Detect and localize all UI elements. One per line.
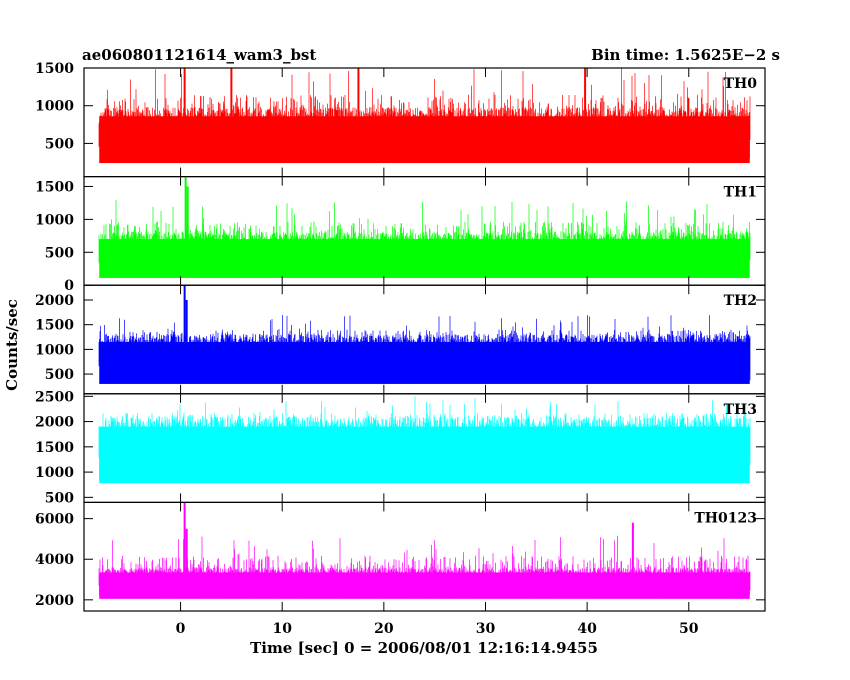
panel-th0: 500 1000 1500 TH0 xyxy=(35,61,766,178)
panels-group: 500 1000 1500 TH0 0 500 1000 1500 TH1 500 1000 1500… xyxy=(35,61,766,612)
x-tick-label: 30 xyxy=(476,621,496,637)
x-tick-label: 0 xyxy=(176,621,186,637)
y-tick-label: 1000 xyxy=(35,342,74,358)
panel-th3: 500 1000 1500 2000 2500 TH3 xyxy=(35,389,766,506)
x-tick-label: 10 xyxy=(272,621,292,637)
title-right: Bin time: 1.5625E−2 s xyxy=(591,46,780,64)
title-left: ae060801121614_wam3_bst xyxy=(82,46,316,64)
panel-label-th2: TH2 xyxy=(724,293,757,309)
y-tick-label: 1500 xyxy=(35,318,74,334)
panel-th1: 0 500 1000 1500 TH1 xyxy=(35,176,766,294)
y-tick-label: 1500 xyxy=(35,179,74,195)
series-band-th1 xyxy=(99,239,750,278)
y-tick-label: 2000 xyxy=(35,593,74,609)
panel-frame xyxy=(83,501,766,612)
y-tick-label: 1000 xyxy=(35,212,74,228)
y-tick-label: 1500 xyxy=(35,61,74,77)
panel-th2: 500 1000 1500 2000 TH2 xyxy=(35,284,766,395)
series-band-th3 xyxy=(99,426,750,484)
y-tick-label: 2000 xyxy=(35,293,74,309)
y-tick-label: 4000 xyxy=(35,552,74,568)
y-tick-label: 500 xyxy=(45,136,74,152)
series-band-th0123 xyxy=(99,572,750,599)
panel-label-th0123: TH0123 xyxy=(694,510,757,526)
y-tick-label: 500 xyxy=(45,367,74,383)
y-tick-label: 500 xyxy=(45,245,74,261)
y-tick-label: 500 xyxy=(45,490,74,506)
x-tick-label: 40 xyxy=(577,621,597,637)
panel-label-th1: TH1 xyxy=(724,185,757,201)
panel-th0123: 2000 4000 6000 TH0123 xyxy=(35,501,766,612)
y-tick-label: 6000 xyxy=(35,512,74,528)
y-tick-label: 1500 xyxy=(35,440,74,456)
y-tick-label: 1000 xyxy=(35,99,74,115)
series-band-th2 xyxy=(99,341,750,384)
y-axis-label: Counts/sec xyxy=(3,299,21,391)
y-tick-label: 2500 xyxy=(35,389,74,405)
x-axis-label: Time [sec] 0 = 2006/08/01 12:16:14.9455 xyxy=(250,639,598,657)
x-axis: 0 10 20 30 40 50 xyxy=(176,621,699,637)
series-band-th0 xyxy=(99,116,750,164)
x-tick-label: 50 xyxy=(679,621,699,637)
y-tick-label: 1000 xyxy=(35,465,74,481)
panel-label-th3: TH3 xyxy=(724,402,757,418)
y-tick-label: 2000 xyxy=(35,415,74,431)
y-tick-label: 0 xyxy=(64,278,74,294)
panel-label-th0: TH0 xyxy=(724,76,758,92)
x-tick-label: 20 xyxy=(374,621,394,637)
